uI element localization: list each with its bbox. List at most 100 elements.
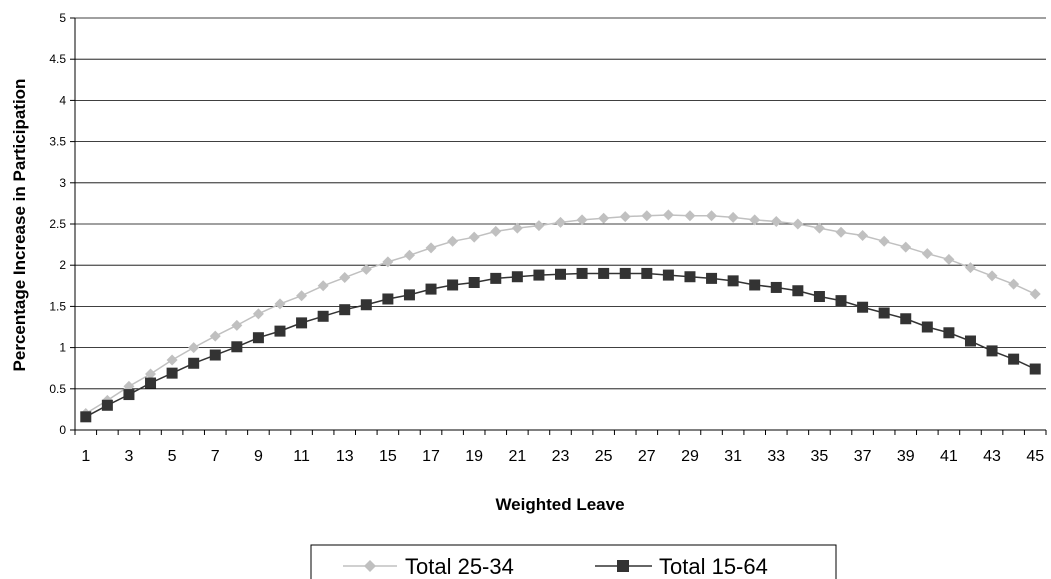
data-point bbox=[878, 307, 890, 319]
data-point bbox=[943, 253, 955, 265]
x-tick-label: 43 bbox=[983, 448, 1001, 465]
data-point bbox=[188, 357, 200, 369]
series-total-25-34 bbox=[80, 209, 1041, 420]
data-point bbox=[706, 210, 718, 222]
data-point bbox=[555, 216, 566, 228]
data-point bbox=[792, 218, 804, 230]
x-tick-label: 27 bbox=[638, 448, 656, 465]
x-tick-label: 31 bbox=[724, 448, 742, 465]
y-tick-label: 4.5 bbox=[49, 52, 66, 66]
data-point bbox=[749, 214, 761, 226]
data-point bbox=[749, 279, 761, 291]
data-point bbox=[813, 291, 825, 303]
data-point bbox=[813, 222, 825, 234]
data-point bbox=[188, 342, 200, 354]
legend-item-total-15-64: Total 15-64 bbox=[595, 554, 768, 579]
data-point bbox=[921, 321, 933, 333]
data-point bbox=[490, 272, 502, 284]
data-point bbox=[770, 216, 782, 228]
x-tick-label: 15 bbox=[379, 448, 397, 465]
data-point bbox=[231, 341, 243, 353]
data-point bbox=[533, 220, 545, 232]
x-tick-label: 7 bbox=[211, 448, 220, 465]
data-point bbox=[684, 210, 696, 222]
data-point bbox=[1029, 363, 1041, 375]
data-point bbox=[274, 325, 286, 337]
x-tick-label: 3 bbox=[124, 448, 133, 465]
data-point bbox=[403, 249, 415, 261]
y-tick-label: 1 bbox=[59, 341, 66, 355]
x-tick-label: 11 bbox=[293, 448, 310, 465]
data-point bbox=[857, 301, 869, 313]
x-tick-label: 25 bbox=[595, 448, 613, 465]
x-tick-label: 9 bbox=[254, 448, 263, 465]
x-tick-label: 45 bbox=[1026, 448, 1044, 465]
legend-label-total-25-34: Total 25-34 bbox=[405, 554, 514, 579]
data-point bbox=[490, 225, 502, 237]
data-point bbox=[964, 335, 976, 347]
data-point bbox=[274, 298, 286, 310]
data-point bbox=[878, 235, 890, 247]
legend-marker-total-15-64 bbox=[617, 560, 629, 572]
data-point bbox=[770, 281, 782, 293]
y-axis-title: Percentage Increase in Participation bbox=[10, 79, 29, 372]
data-point bbox=[900, 241, 912, 253]
data-point bbox=[641, 210, 653, 222]
x-tick-label: 37 bbox=[854, 448, 872, 465]
data-point bbox=[1029, 288, 1041, 300]
x-tick-label: 23 bbox=[552, 448, 570, 465]
data-point bbox=[900, 313, 912, 325]
y-tick-label: 0 bbox=[59, 423, 66, 437]
y-axis-ticks: 0 0.5 1 1.5 2 2.5 3 3.5 4 4.5 5 bbox=[49, 11, 75, 437]
data-point bbox=[296, 290, 308, 302]
series-total-15-64 bbox=[80, 267, 1041, 423]
data-point bbox=[296, 317, 308, 329]
legend-box bbox=[310, 544, 837, 579]
data-point bbox=[339, 272, 351, 284]
x-tick-label: 39 bbox=[897, 448, 915, 465]
data-point bbox=[1008, 353, 1020, 365]
data-point bbox=[339, 304, 351, 316]
data-point bbox=[857, 230, 869, 242]
data-point bbox=[727, 275, 739, 287]
data-point bbox=[468, 231, 480, 243]
data-point bbox=[447, 279, 459, 291]
data-point bbox=[835, 295, 847, 307]
data-point bbox=[598, 267, 610, 279]
data-point bbox=[166, 354, 178, 366]
data-point bbox=[425, 242, 437, 254]
data-point bbox=[252, 308, 264, 320]
y-tick-label: 5 bbox=[59, 11, 66, 25]
legend: Total 25-34 Total 15-64 bbox=[310, 544, 837, 579]
x-tick-label: 19 bbox=[465, 448, 483, 465]
data-point bbox=[792, 285, 804, 297]
data-point bbox=[360, 263, 372, 275]
series-line bbox=[85, 272, 1036, 418]
data-point bbox=[662, 269, 674, 281]
data-point bbox=[964, 262, 976, 274]
data-point bbox=[80, 411, 92, 423]
x-tick-label: 29 bbox=[681, 448, 699, 465]
data-point bbox=[684, 271, 696, 283]
series-line bbox=[85, 214, 1036, 415]
data-point bbox=[209, 330, 221, 342]
x-axis-ticks: 1 3 5 7 9 11 13 15 17 19 21 23 25 27 29 31 33 35 37 39 41 43 4… bbox=[74, 430, 1047, 465]
data-point bbox=[619, 267, 631, 279]
data-point bbox=[403, 289, 415, 301]
x-tick-label: 1 bbox=[81, 448, 90, 465]
data-point bbox=[382, 256, 394, 268]
y-tick-label: 0.5 bbox=[49, 382, 66, 396]
data-point bbox=[662, 209, 674, 221]
y-tick-label: 3.5 bbox=[49, 135, 66, 149]
data-point bbox=[252, 332, 264, 344]
data-point bbox=[209, 349, 221, 361]
data-point bbox=[986, 270, 998, 282]
y-tick-label: 1.5 bbox=[49, 299, 66, 313]
legend-marker-total-25-34 bbox=[364, 560, 376, 572]
data-point bbox=[360, 299, 372, 311]
data-point bbox=[123, 389, 135, 401]
x-tick-label: 5 bbox=[168, 448, 177, 465]
data-point bbox=[447, 235, 459, 247]
data-point bbox=[727, 211, 739, 223]
